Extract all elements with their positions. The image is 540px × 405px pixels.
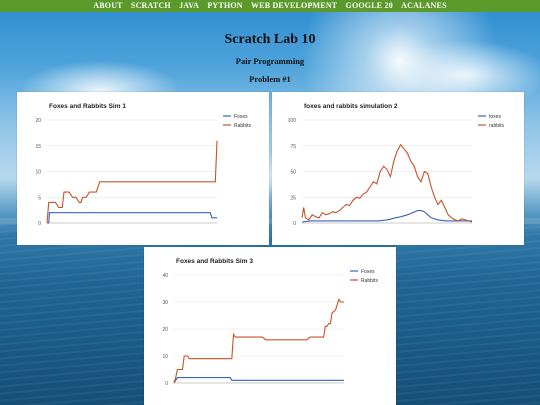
top-navigation: ABOUT SCRATCH JAVA PYTHON WEB DEVELOPMEN… [0, 0, 540, 12]
nav-link-java[interactable]: JAVA [179, 1, 200, 10]
legend-label: Foxes [361, 269, 375, 275]
page-subtitle: Pair Programming [235, 56, 305, 66]
nav-link-google-20[interactable]: GOOGLE 20 [345, 1, 393, 10]
nav-link-web-development[interactable]: WEB DEVELOPMENT [250, 1, 338, 10]
chart-panel-sim1: Foxes and Rabbits Sim 1 0 5 10 15 20 Foxes Rabb… [17, 92, 269, 245]
series-line-rabbits [46, 140, 218, 224]
chart-title: foxes and rabbits simulation 2 [304, 103, 398, 110]
series-line-foxes [47, 212, 217, 224]
chart-sim2: foxes and rabbits simulation 2 0 25 50 75 100… [288, 103, 505, 227]
chart-panel-sim3: Foxes and Rabbits Sim 3 0 10 20 30 40 Foxes Rab… [144, 247, 396, 405]
y-tick-label: 5 [38, 195, 41, 201]
series-line-foxes [173, 377, 344, 384]
y-tick-label: 25 [290, 195, 296, 201]
chart-title: Foxes and Rabbits Sim 3 [176, 258, 253, 265]
chart-sim1: Foxes and Rabbits Sim 1 0 5 10 15 20 Foxes Rabb… [35, 103, 251, 227]
y-tick-label: 10 [35, 170, 41, 176]
nav-link-scratch[interactable]: SCRATCH [130, 1, 171, 10]
problem-heading: Problem #1 [249, 74, 291, 84]
chart-sim3: Foxes and Rabbits Sim 3 0 10 20 30 40 Foxes Rab… [162, 258, 378, 387]
y-tick-label: 0 [38, 221, 41, 227]
legend-label: Rabbits [234, 123, 251, 129]
y-tick-label: 30 [162, 300, 168, 306]
y-tick-label: 0 [165, 381, 168, 387]
horizon [0, 218, 540, 224]
y-tick-label: 10 [162, 354, 168, 360]
nav-link-python[interactable]: PYTHON [207, 1, 243, 10]
chart-title: Foxes and Rabbits Sim 1 [49, 103, 126, 110]
y-tick-label: 50 [290, 170, 296, 176]
series-line-rabbits [173, 298, 344, 384]
chart-panel-sim2: foxes and rabbits simulation 2 0 25 50 75 100… [272, 92, 524, 245]
nav-link-acalanes[interactable]: ACALANES [401, 1, 447, 10]
y-tick-label: 0 [293, 221, 296, 227]
y-tick-label: 40 [162, 273, 168, 279]
legend-label: rabbits [489, 123, 505, 129]
legend-label: Foxes [234, 114, 248, 120]
legend-label: Rabbits [361, 278, 378, 284]
legend-label: foxes [489, 114, 501, 120]
y-tick-label: 75 [290, 144, 296, 150]
y-tick-label: 20 [162, 327, 168, 333]
y-tick-label: 15 [35, 144, 41, 150]
series-line-foxes [301, 210, 472, 223]
y-tick-label: 20 [35, 118, 41, 124]
series-line-rabbits [301, 143, 473, 223]
nav-link-about[interactable]: ABOUT [93, 1, 123, 10]
y-tick-label: 100 [288, 118, 297, 124]
page-title: Scratch Lab 10 [224, 32, 316, 47]
